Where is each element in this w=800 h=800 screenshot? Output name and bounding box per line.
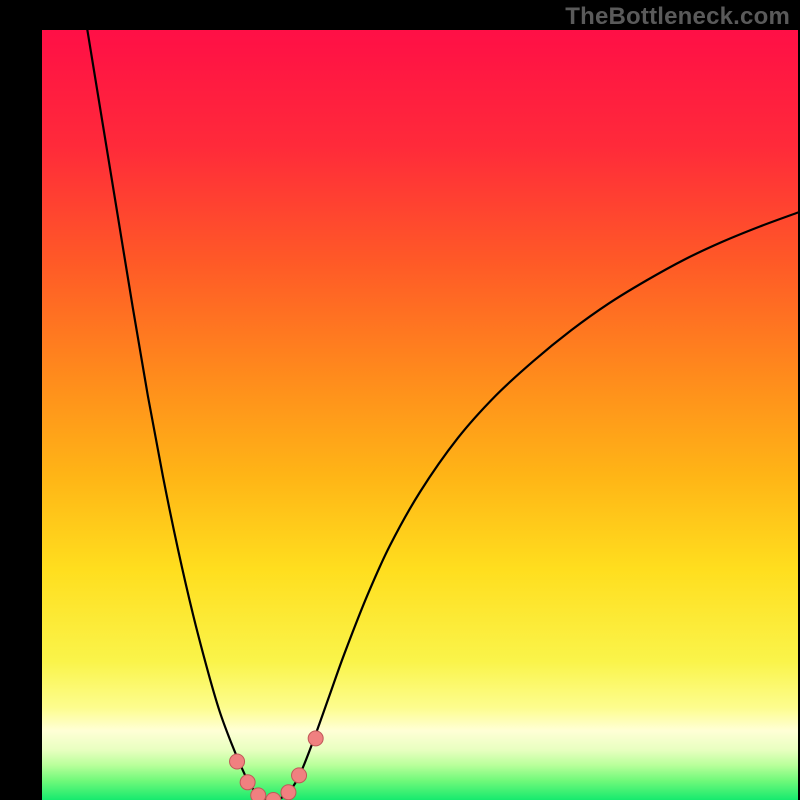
marker-dot: [251, 788, 266, 800]
marker-dot: [308, 731, 323, 746]
chart-svg: [0, 0, 800, 800]
plot-gradient-background: [42, 30, 798, 800]
marker-dot: [240, 775, 255, 790]
chart-container: TheBottleneck.com: [0, 0, 800, 800]
watermark-text: TheBottleneck.com: [565, 3, 790, 31]
marker-dot: [292, 768, 307, 783]
marker-dot: [230, 754, 245, 769]
marker-dot: [281, 785, 296, 800]
